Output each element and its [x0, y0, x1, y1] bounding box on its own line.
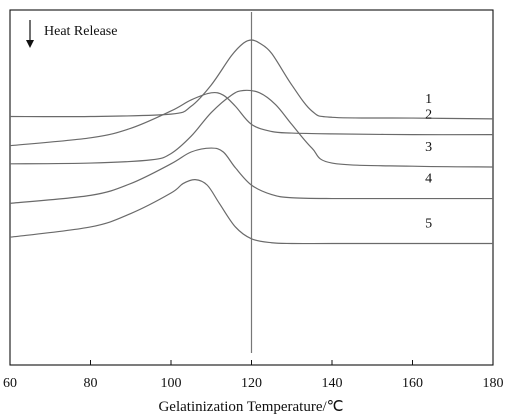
x-tick-label: 160	[402, 376, 423, 391]
x-tick-label: 60	[3, 376, 17, 391]
x-axis-title: Gelatinization Temperature/℃	[158, 399, 343, 415]
x-tick-label: 100	[161, 376, 182, 391]
curve-label-1: 1	[425, 92, 432, 107]
x-axis-tick-labels: 60 80 100 120 140 160 180	[3, 376, 504, 391]
curve-4	[9, 147, 493, 204]
x-tick-label: 80	[84, 376, 98, 391]
x-tick-label: 120	[241, 376, 262, 391]
curves	[9, 39, 494, 245]
x-tick-label: 180	[483, 376, 504, 391]
heat-release-label: Heat Release	[44, 24, 117, 39]
curve-label-4: 4	[425, 172, 432, 187]
x-axis-ticks	[9, 360, 494, 365]
curve-label-3: 3	[425, 140, 432, 155]
curve-labels: 12 3 4 5	[425, 92, 432, 232]
curve-label-2: 2	[425, 108, 432, 123]
heat-release-arrow-head	[26, 40, 34, 48]
curve-2	[9, 91, 494, 147]
heat-release-annotation: Heat Release	[26, 20, 117, 48]
curve-label-5: 5	[425, 217, 432, 232]
x-tick-label: 140	[322, 376, 343, 391]
curve-5	[9, 179, 493, 245]
curve-3	[9, 89, 494, 168]
curve-1	[9, 39, 494, 120]
